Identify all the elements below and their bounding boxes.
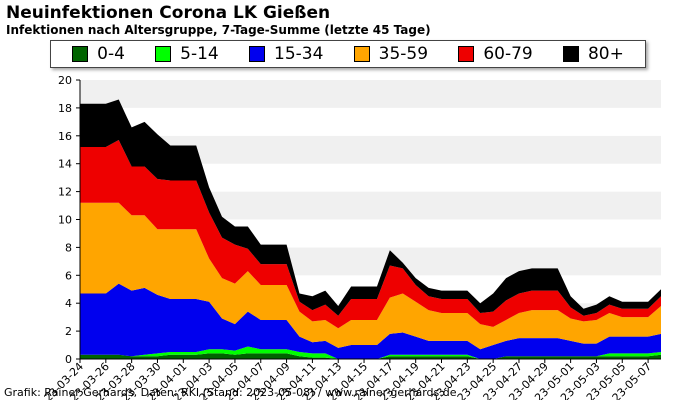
y-tick-label: 6 <box>65 269 72 282</box>
y-tick-label: 2 <box>65 325 72 338</box>
legend-swatch <box>353 46 370 62</box>
legend-swatch <box>155 46 172 62</box>
legend-item: 35-59 <box>353 44 429 64</box>
y-tick-label: 8 <box>65 241 72 254</box>
legend-item: 15-34 <box>249 44 323 64</box>
y-tick-label: 18 <box>58 102 72 115</box>
area-series-5-14 <box>80 346 661 359</box>
grid-band <box>80 80 661 108</box>
y-tick-label: 12 <box>58 186 72 199</box>
legend-swatch <box>72 46 89 62</box>
chart-subtitle: Infektionen nach Altersgruppe, 7-Tage-Su… <box>6 23 431 37</box>
legend-label: 60-79 <box>483 44 533 64</box>
legend: 0-4 5-14 15-34 35-59 60-79 80+ <box>50 40 646 68</box>
legend-swatch <box>562 46 579 62</box>
grid-band <box>80 107 661 136</box>
y-tick-label: 10 <box>58 214 72 227</box>
area-series-0-4 <box>80 353 661 359</box>
y-tick-label: 0 <box>65 353 72 366</box>
chart-footer: Grafik: Rainer Gerhards, Daten: RKI (Sta… <box>4 386 457 399</box>
legend-swatch <box>458 46 475 62</box>
y-tick-label: 16 <box>58 130 72 143</box>
y-tick-label: 4 <box>65 297 72 310</box>
legend-label: 80+ <box>587 44 624 64</box>
legend-swatch <box>249 46 265 62</box>
legend-label: 15-34 <box>274 44 324 64</box>
chart-title: Neuinfektionen Corona LK Gießen <box>6 3 331 23</box>
legend-item: 5-14 <box>155 44 219 64</box>
legend-item: 60-79 <box>458 44 533 64</box>
y-tick-label: 14 <box>58 158 72 171</box>
legend-label: 0-4 <box>97 44 125 64</box>
area-series-60-79 <box>80 139 661 329</box>
legend-label: 35-59 <box>378 44 429 64</box>
y-tick-label: 20 <box>58 74 72 87</box>
legend-item: 80+ <box>562 44 624 64</box>
area-series-35-59 <box>80 202 661 350</box>
area-series-15-34 <box>80 283 661 359</box>
legend-item: 0-4 <box>72 44 125 64</box>
legend-label: 5-14 <box>180 44 219 64</box>
